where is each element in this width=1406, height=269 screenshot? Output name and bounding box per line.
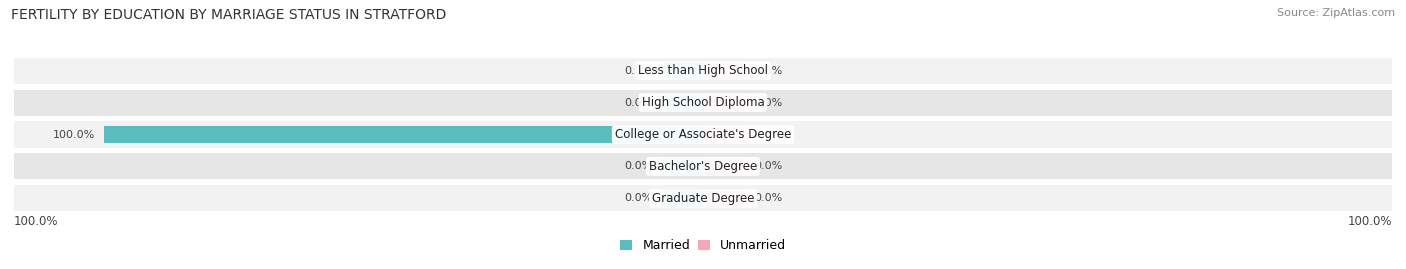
Text: FERTILITY BY EDUCATION BY MARRIAGE STATUS IN STRATFORD: FERTILITY BY EDUCATION BY MARRIAGE STATU… <box>11 8 447 22</box>
Text: 0.0%: 0.0% <box>624 161 652 171</box>
Text: 0.0%: 0.0% <box>754 161 782 171</box>
Bar <box>14 153 1392 179</box>
Text: College or Associate's Degree: College or Associate's Degree <box>614 128 792 141</box>
Bar <box>661 158 703 175</box>
Text: 0.0%: 0.0% <box>624 66 652 76</box>
Bar <box>661 189 703 207</box>
Text: 0.0%: 0.0% <box>754 98 782 108</box>
Bar <box>703 158 745 175</box>
Bar <box>703 189 745 207</box>
Bar <box>703 94 745 111</box>
Text: High School Diploma: High School Diploma <box>641 96 765 109</box>
Text: Bachelor's Degree: Bachelor's Degree <box>650 160 756 173</box>
Bar <box>703 126 745 143</box>
Text: 0.0%: 0.0% <box>754 66 782 76</box>
Text: 100.0%: 100.0% <box>14 215 59 228</box>
Text: 100.0%: 100.0% <box>52 129 96 140</box>
Text: Source: ZipAtlas.com: Source: ZipAtlas.com <box>1277 8 1395 18</box>
Bar <box>703 62 745 80</box>
Bar <box>14 90 1392 116</box>
Bar <box>14 121 1392 148</box>
Text: 100.0%: 100.0% <box>1347 215 1392 228</box>
Legend: Married, Unmarried: Married, Unmarried <box>620 239 786 252</box>
Text: 0.0%: 0.0% <box>754 193 782 203</box>
Text: Less than High School: Less than High School <box>638 64 768 77</box>
Text: 0.0%: 0.0% <box>754 129 782 140</box>
Text: Graduate Degree: Graduate Degree <box>652 192 754 205</box>
Bar <box>14 185 1392 211</box>
Bar <box>661 62 703 80</box>
Bar <box>104 126 703 143</box>
Bar <box>661 94 703 111</box>
Text: 0.0%: 0.0% <box>624 98 652 108</box>
Text: 0.0%: 0.0% <box>624 193 652 203</box>
Bar <box>14 58 1392 84</box>
